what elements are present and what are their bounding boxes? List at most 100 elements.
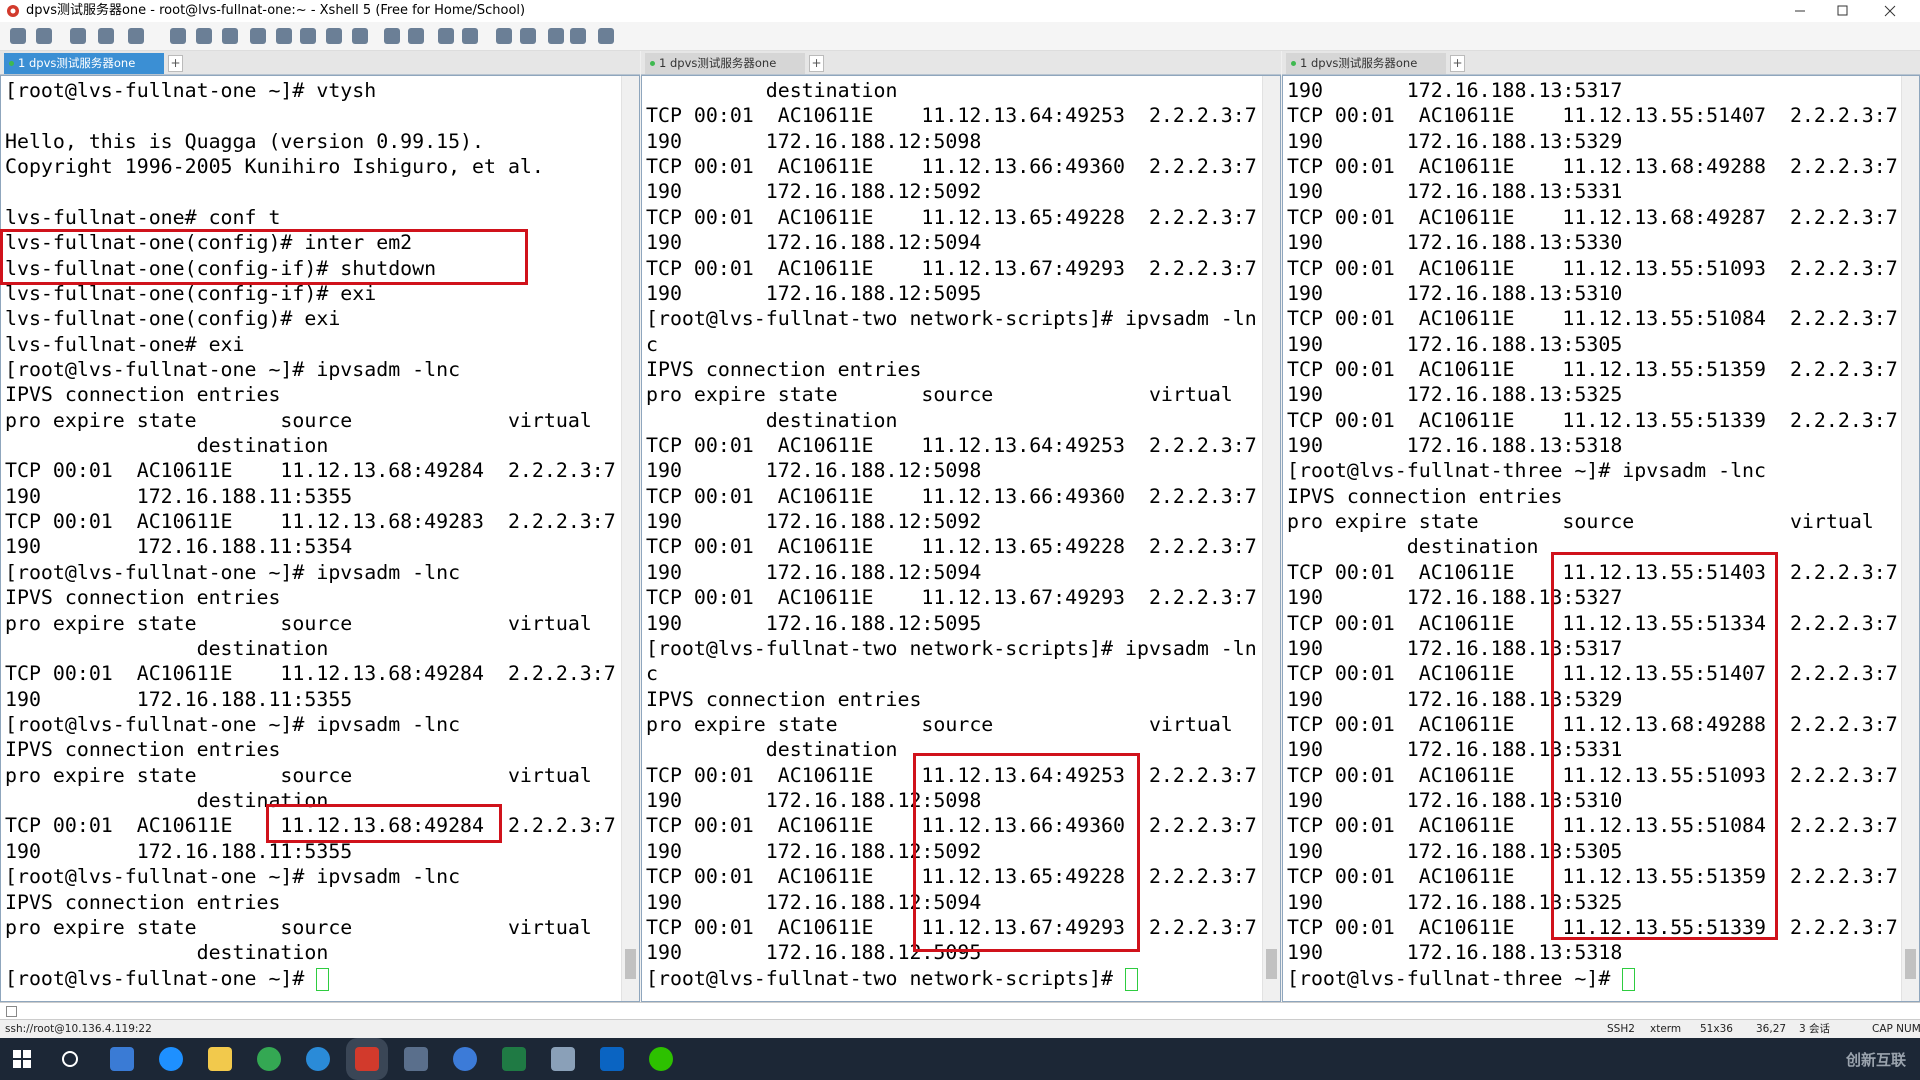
- taskbar-icon[interactable]: [257, 1047, 281, 1071]
- terminal-line: [root@lvs-fullnat-two network-scripts]# …: [646, 307, 1257, 331]
- toolbar-icon[interactable]: [70, 28, 86, 44]
- scrollbar[interactable]: [1901, 76, 1919, 1001]
- terminal-line: lvs-fullnat-one# exi: [5, 332, 245, 356]
- blank-line: [5, 179, 616, 204]
- taskbar-icon[interactable]: [355, 1047, 379, 1071]
- scroll-thumb[interactable]: [1905, 949, 1916, 979]
- terminal-line: TCP 00:01 AC10611E 11.12.13.55:51403 2.2…: [1287, 560, 1898, 584]
- taskbar-icon[interactable]: [306, 1047, 330, 1071]
- new-tab-button[interactable]: +: [168, 55, 183, 72]
- terminal-line: destination: [646, 79, 898, 102]
- taskbar-icon[interactable]: [159, 1047, 183, 1071]
- scrollbar[interactable]: [621, 76, 639, 1001]
- terminal-line: TCP 00:01 AC10611E 11.12.13.68:49287 2.2…: [1287, 205, 1898, 229]
- toolbar-icon[interactable]: [196, 28, 212, 44]
- toolbar-icon[interactable]: [598, 28, 614, 44]
- toolbar-icon[interactable]: [250, 28, 266, 44]
- highlight-box: [1551, 552, 1778, 940]
- toolbar-icon[interactable]: [10, 28, 26, 44]
- terminal-line: IPVS connection entries: [5, 586, 281, 610]
- window-title: dpvs测试服务器one - root@lvs-fullnat-one:~ - …: [26, 3, 526, 18]
- terminal-line: TCP 00:01 AC10611E 11.12.13.64:49253 2.2…: [646, 104, 1257, 128]
- terminal-pane: 190 172.16.188.13:5317 TCP 00:01 AC10611E…: [1282, 75, 1920, 1002]
- terminal-line: 190 172.16.188.13:5310: [1287, 281, 1623, 305]
- tab-bar: 1 dpvs测试服务器one +: [641, 51, 1281, 75]
- toolbar-icon[interactable]: [326, 28, 342, 44]
- terminal-line: 190 172.16.188.13:5325: [1287, 383, 1623, 407]
- blank-line: [5, 103, 616, 128]
- taskbar-icon[interactable]: [600, 1047, 624, 1071]
- taskbar-icon[interactable]: [208, 1047, 232, 1071]
- terminal-line: TCP 00:01 AC10611E 11.12.13.64:49253 2.2…: [646, 763, 1257, 787]
- toolbar-icon[interactable]: [128, 28, 144, 44]
- terminal-line: 190 172.16.188.13:5317: [1287, 79, 1623, 102]
- terminal-line: Hello, this is Quagga (version 0.99.15).: [5, 129, 485, 153]
- taskbar-icon[interactable]: [110, 1047, 134, 1071]
- highlight-box: [266, 804, 502, 843]
- toolbar-icon[interactable]: [222, 28, 238, 44]
- command-input[interactable]: [0, 1002, 1920, 1020]
- toolbar-icon[interactable]: [352, 28, 368, 44]
- search-button[interactable]: [61, 1050, 79, 1068]
- terminal-text: destination TCP 00:01 AC10611E 11.12.13.6…: [646, 78, 1257, 991]
- terminal-line: 190 172.16.188.13:5325: [1287, 890, 1623, 914]
- taskbar: [0, 1038, 1920, 1080]
- session-tab[interactable]: 1 dpvs测试服务器one: [645, 53, 805, 74]
- toolbar-icon[interactable]: [36, 28, 52, 44]
- toolbar-icon[interactable]: [462, 28, 478, 44]
- taskbar-icon[interactable]: [551, 1047, 575, 1071]
- scroll-thumb[interactable]: [1266, 949, 1277, 979]
- toolbar-icon[interactable]: [438, 28, 454, 44]
- taskbar-icon[interactable]: [453, 1047, 477, 1071]
- window-controls[interactable]: [1790, 0, 1920, 22]
- terminal-line: 190 172.16.188.12:5098: [646, 789, 982, 813]
- terminal-line: 190 172.16.188.13:5310: [1287, 789, 1623, 813]
- status-keys: CAP NUM: [1872, 1023, 1920, 1035]
- terminal-line: TCP 00:01 AC10611E 11.12.13.68:49283 2.2…: [5, 510, 616, 534]
- terminal-line: TCP 00:01 AC10611E 11.12.13.68:49284 2.2…: [5, 459, 616, 483]
- taskbar-icon[interactable]: [404, 1047, 428, 1071]
- status-bar: ssh://root@10.136.4.119:22 SSH2 xterm 51…: [0, 1020, 1920, 1038]
- toolbar-icon[interactable]: [520, 28, 536, 44]
- toolbar-icon[interactable]: [548, 28, 564, 44]
- terminal-line: IPVS connection entries: [1287, 484, 1563, 508]
- terminal-line: TCP 00:01 AC10611E 11.12.13.65:49228 2.2…: [646, 535, 1257, 559]
- scrollbar[interactable]: [1262, 76, 1280, 1001]
- terminal-line: pro expire state source virtual: [646, 712, 1233, 736]
- terminal-line: TCP 00:01 AC10611E 11.12.13.65:49228 2.2…: [646, 865, 1257, 889]
- toolbar-icon[interactable]: [170, 28, 186, 44]
- toolbar-icon[interactable]: [384, 28, 400, 44]
- terminal-line: IPVS connection entries: [5, 890, 281, 914]
- highlight-box: [913, 753, 1140, 952]
- terminal-line: TCP 00:01 AC10611E 11.12.13.55:51084 2.2…: [1287, 814, 1898, 838]
- terminal-line: destination: [1287, 535, 1539, 559]
- toolbar-icon[interactable]: [408, 28, 424, 44]
- terminal-line: TCP 00:01 AC10611E 11.12.13.55:51359 2.2…: [1287, 865, 1898, 889]
- terminal-line: TCP 00:01 AC10611E 11.12.13.65:49228 2.2…: [646, 205, 1257, 229]
- toolbar-icon[interactable]: [276, 28, 292, 44]
- terminal-line: TCP 00:01 AC10611E 11.12.13.55:51093 2.2…: [1287, 256, 1898, 280]
- new-tab-button[interactable]: +: [1450, 55, 1465, 72]
- taskbar-icon[interactable]: [502, 1047, 526, 1071]
- terminal-line: IPVS connection entries: [646, 357, 922, 381]
- terminal-line: destination: [646, 408, 898, 432]
- start-button[interactable]: [13, 1050, 31, 1068]
- terminal-line: TCP 00:01 AC10611E 11.12.13.66:49360 2.2…: [646, 155, 1257, 179]
- toolbar-icon[interactable]: [570, 28, 586, 44]
- new-tab-button[interactable]: +: [809, 55, 824, 72]
- terminal-line: 190 172.16.188.13:5329: [1287, 687, 1623, 711]
- session-tab[interactable]: 1 dpvs测试服务器one: [1286, 53, 1446, 74]
- text-cursor: [1125, 967, 1139, 991]
- taskbar-icon[interactable]: [649, 1047, 673, 1071]
- terminal-text: [root@lvs-fullnat-one ~]# vtysh Hello, th…: [5, 78, 616, 991]
- highlight-box: [0, 229, 528, 285]
- terminal-line: TCP 00:01 AC10611E 11.12.13.67:49293 2.2…: [646, 915, 1257, 939]
- terminal-line: TCP 00:01 AC10611E 11.12.13.68:49284 2.2…: [5, 814, 616, 838]
- toolbar-icon[interactable]: [300, 28, 316, 44]
- terminal-line: TCP 00:01 AC10611E 11.12.13.55:51334 2.2…: [1287, 611, 1898, 635]
- toolbar-icon[interactable]: [98, 28, 114, 44]
- session-tab[interactable]: 1 dpvs测试服务器one: [4, 53, 164, 74]
- scroll-thumb[interactable]: [625, 949, 636, 979]
- toolbar-icon[interactable]: [496, 28, 512, 44]
- terminal-line: 190 172.16.188.11:5355: [5, 839, 353, 863]
